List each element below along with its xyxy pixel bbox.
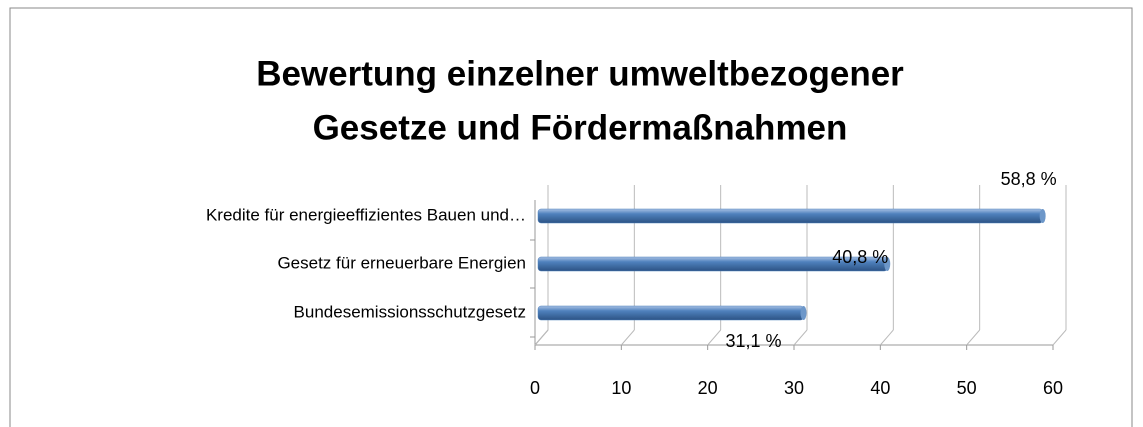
chart-title: Bewertung einzelner umweltbezogener — [256, 54, 904, 93]
grid-line — [879, 329, 894, 346]
x-tick-label: 20 — [698, 378, 718, 398]
data-label: 58,8 % — [1001, 169, 1057, 189]
data-label: 40,8 % — [832, 247, 888, 267]
x-tick-label: 0 — [530, 378, 540, 398]
bar — [537, 305, 804, 321]
y-tick-label: Kredite für energieeffizientes Bauen und… — [206, 205, 526, 224]
grid-line — [966, 329, 981, 346]
grid-line — [620, 329, 635, 346]
x-tick-label: 60 — [1043, 378, 1063, 398]
x-tick-label: 50 — [957, 378, 977, 398]
x-tick-label: 10 — [611, 378, 631, 398]
x-tick-label: 40 — [870, 378, 890, 398]
chart-title: Gesetze und Fördermaßnahmen — [313, 108, 848, 147]
bar-end — [800, 306, 807, 320]
grid-line — [707, 329, 722, 346]
y-tick-label: Gesetz für erneuerbare Energien — [277, 253, 526, 272]
data-label: 31,1 % — [725, 331, 781, 351]
y-tick-label: Bundesemissionsschutzgesetz — [294, 302, 526, 321]
bar-end — [884, 257, 891, 271]
bar-end — [1039, 209, 1046, 223]
grid-line — [793, 329, 808, 346]
bar — [537, 208, 1043, 224]
grid-line — [1052, 329, 1067, 346]
x-tick-label: 30 — [784, 378, 804, 398]
grid-line — [534, 329, 549, 346]
